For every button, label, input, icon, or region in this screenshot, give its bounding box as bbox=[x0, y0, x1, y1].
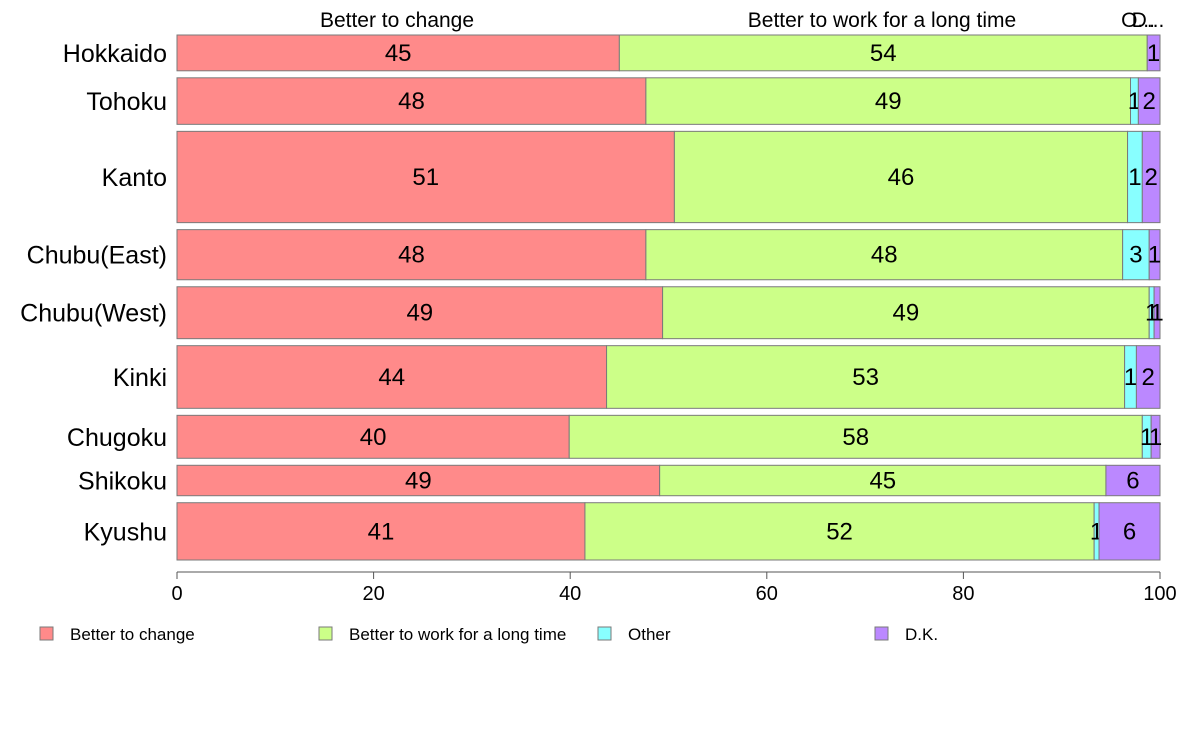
bar-segment bbox=[618, 34, 1148, 72]
data-label: 49 bbox=[875, 88, 902, 115]
top-series-label: Better to change bbox=[320, 9, 474, 32]
category-label: Chugoku bbox=[67, 424, 167, 452]
bar-segment bbox=[645, 229, 1124, 281]
data-label: 1 bbox=[1140, 424, 1153, 451]
bar-segment bbox=[176, 286, 664, 340]
bar-segment bbox=[176, 130, 675, 224]
legend-swatch bbox=[318, 626, 333, 641]
bar-segment bbox=[176, 464, 661, 497]
x-tick-label: 100 bbox=[1143, 583, 1176, 605]
legend-label: D.K. bbox=[905, 625, 938, 644]
bar-segment bbox=[176, 414, 570, 459]
data-label: 54 bbox=[870, 40, 897, 67]
legend-label: Better to change bbox=[70, 625, 195, 644]
bar-segment bbox=[645, 77, 1132, 125]
data-label: 1 bbox=[1124, 364, 1137, 391]
data-label: 41 bbox=[368, 518, 395, 545]
legend-swatch bbox=[597, 626, 612, 641]
category-label: Kinki bbox=[113, 364, 167, 392]
category-label: Kanto bbox=[102, 164, 167, 192]
data-label: 45 bbox=[385, 40, 412, 67]
bar-segment bbox=[673, 130, 1129, 224]
bar-segment bbox=[1148, 229, 1161, 281]
bar-segment bbox=[176, 345, 608, 409]
data-label: 2 bbox=[1144, 164, 1157, 191]
data-label: 6 bbox=[1126, 468, 1139, 495]
data-label: 3 bbox=[1129, 242, 1142, 269]
category-label: Tohoku bbox=[86, 88, 167, 116]
bar-segment bbox=[662, 286, 1150, 340]
category-label: Kyushu bbox=[84, 518, 167, 546]
data-label: 2 bbox=[1142, 364, 1155, 391]
x-tick-label: 80 bbox=[952, 583, 974, 605]
bar-segment bbox=[1150, 414, 1161, 459]
bar-segment bbox=[176, 229, 647, 281]
data-label: 48 bbox=[871, 242, 898, 269]
data-label: 49 bbox=[893, 300, 920, 327]
category-label: Hokkaido bbox=[63, 40, 167, 68]
bar-segment bbox=[176, 77, 647, 125]
bar-segment bbox=[659, 464, 1107, 497]
data-label: 58 bbox=[842, 424, 869, 451]
data-label: 49 bbox=[406, 300, 433, 327]
data-label: 52 bbox=[826, 518, 853, 545]
data-label: 1 bbox=[1149, 424, 1162, 451]
data-label: 6 bbox=[1123, 518, 1136, 545]
data-label: 48 bbox=[398, 242, 425, 269]
top-series-label: O... bbox=[1121, 9, 1155, 32]
bar-segment bbox=[1153, 286, 1161, 340]
bar-segment bbox=[176, 502, 586, 561]
bar-segment bbox=[1105, 464, 1161, 497]
data-label: 1 bbox=[1148, 242, 1161, 269]
bar-segment bbox=[1098, 502, 1161, 561]
legend-swatch bbox=[39, 626, 54, 641]
bar-segment bbox=[1141, 130, 1161, 224]
data-label: 48 bbox=[398, 88, 425, 115]
bar-segment bbox=[568, 414, 1143, 459]
x-tick-label: 0 bbox=[171, 583, 182, 605]
data-label: 2 bbox=[1143, 88, 1156, 115]
category-label: Chubu(West) bbox=[20, 300, 167, 328]
x-tick-label: 20 bbox=[362, 583, 384, 605]
bar-segment bbox=[1135, 345, 1161, 409]
data-label: 1 bbox=[1150, 300, 1163, 327]
data-label: 40 bbox=[360, 424, 387, 451]
category-label: Chubu(East) bbox=[27, 242, 167, 270]
data-label: 1 bbox=[1128, 164, 1141, 191]
legend-label: Other bbox=[628, 625, 671, 644]
data-label: 51 bbox=[412, 164, 439, 191]
bar-segment bbox=[1146, 34, 1161, 72]
data-label: 49 bbox=[405, 468, 432, 495]
data-label: 1 bbox=[1147, 40, 1160, 67]
top-series-label: Better to work for a long time bbox=[748, 9, 1016, 32]
top-series-label: D... bbox=[1132, 9, 1165, 32]
data-label: 46 bbox=[888, 164, 915, 191]
x-tick-label: 40 bbox=[559, 583, 581, 605]
legend-swatch bbox=[874, 626, 889, 641]
data-label: 44 bbox=[378, 364, 405, 391]
bar-segment bbox=[1122, 229, 1150, 281]
legend-label: Better to work for a long time bbox=[349, 625, 566, 644]
data-label: 1 bbox=[1128, 88, 1141, 115]
data-label: 45 bbox=[869, 468, 896, 495]
data-label: 53 bbox=[852, 364, 879, 391]
x-tick-label: 60 bbox=[756, 583, 778, 605]
bar-segment bbox=[1137, 77, 1161, 125]
category-label: Shikoku bbox=[78, 468, 167, 496]
bar-segment bbox=[606, 345, 1126, 409]
